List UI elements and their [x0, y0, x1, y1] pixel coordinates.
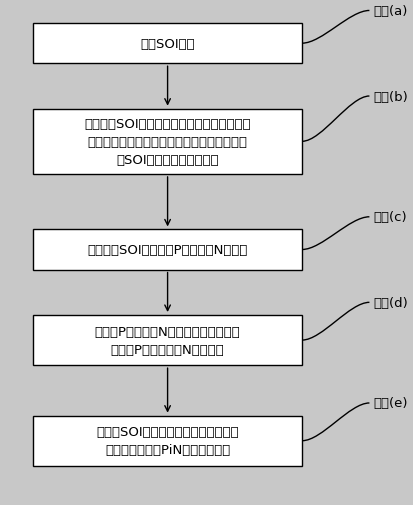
- Text: 步骤(a): 步骤(a): [373, 5, 407, 18]
- Text: 刻蚀所述SOI衬底形成P型沟槽和N型沟槽: 刻蚀所述SOI衬底形成P型沟槽和N型沟槽: [87, 243, 247, 257]
- Text: 步骤(c): 步骤(c): [373, 211, 406, 224]
- Text: 选取SOI衬底: 选取SOI衬底: [140, 37, 195, 50]
- FancyBboxPatch shape: [33, 110, 301, 175]
- Text: 步骤(b): 步骤(b): [373, 90, 407, 104]
- Text: 步骤(e): 步骤(e): [373, 397, 407, 410]
- Text: 刻蚀所述SOI衬底形成隔离槽，填充所述隔离
槽形成隔离区，所述隔离槽的深度大于等于所
述SOI衬底的顶层硅的厚度: 刻蚀所述SOI衬底形成隔离槽，填充所述隔离 槽形成隔离区，所述隔离槽的深度大于等…: [84, 118, 250, 167]
- Text: 步骤(d): 步骤(d): [373, 296, 407, 309]
- FancyBboxPatch shape: [33, 315, 301, 366]
- FancyBboxPatch shape: [33, 230, 301, 270]
- FancyBboxPatch shape: [33, 24, 301, 64]
- FancyBboxPatch shape: [33, 416, 301, 466]
- Text: 在所述P型沟槽和N型沟槽内采用离子注
入形成P型有源区和N型有源区: 在所述P型沟槽和N型沟槽内采用离子注 入形成P型有源区和N型有源区: [95, 325, 240, 356]
- Text: 在所述SOI衬底上形成引线，以完成所
述固态等离子体PiN二极管的制备: 在所述SOI衬底上形成引线，以完成所 述固态等离子体PiN二极管的制备: [96, 425, 238, 457]
